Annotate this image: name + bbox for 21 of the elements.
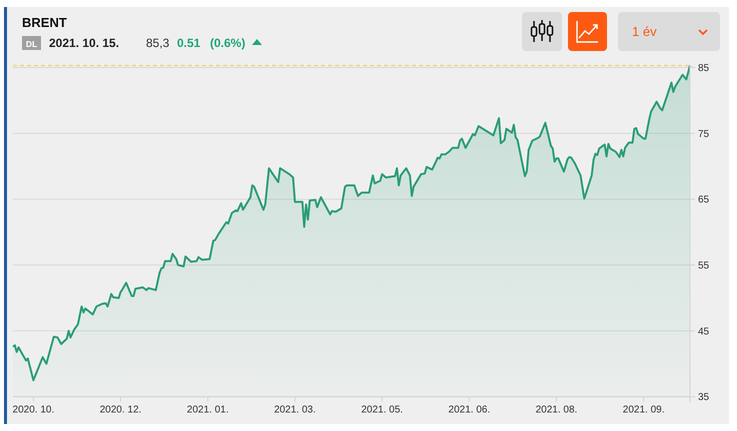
text: 2021. 10. 15. xyxy=(49,36,120,50)
x-tick-label: 2021. 01. xyxy=(186,404,229,416)
text: 1 év xyxy=(632,24,658,39)
x-tick-label: 2020. 10. xyxy=(12,404,54,416)
text: DL xyxy=(26,39,38,49)
x-tick-label: 2021. 03. xyxy=(274,404,316,416)
y-tick-label: 85 xyxy=(698,63,710,74)
x-tick-label: 2020. 12. xyxy=(100,404,142,416)
text: 85,3 xyxy=(146,36,170,50)
text: (0.6%) xyxy=(210,36,246,50)
y-tick-label: 35 xyxy=(698,392,710,404)
x-tick-label: 2021. 06. xyxy=(448,404,490,416)
y-tick-label: 45 xyxy=(698,326,710,338)
y-tick-label: 55 xyxy=(698,260,710,272)
y-tick-label: 65 xyxy=(698,194,710,206)
x-tick-label: 2021. 05. xyxy=(361,404,403,416)
x-tick-label: 2021. 08. xyxy=(536,404,578,416)
x-tick-label: 2021. 09. xyxy=(622,404,664,416)
y-tick-label: 75 xyxy=(698,128,710,140)
chart-title: BRENT xyxy=(22,15,67,30)
text: 0.51 xyxy=(177,36,201,50)
